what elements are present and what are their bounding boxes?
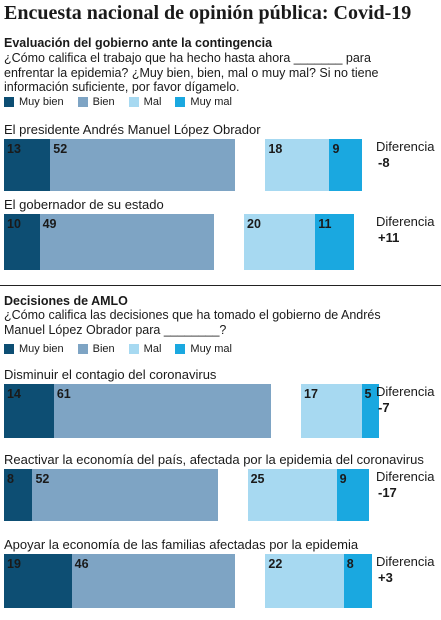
bar-value-label: 49 (42, 217, 57, 231)
legend-item-muy-bien: Muy bien (4, 96, 64, 108)
legend-item-bien: Bien (77, 343, 115, 355)
diff-label: Diferencia (376, 469, 435, 484)
legend-item-bien: Bien (77, 96, 115, 108)
bar-value-label: 14 (7, 387, 21, 401)
bar-value-label: 17 (304, 387, 318, 401)
diff-value: +11 (378, 230, 400, 245)
bar-segment-bien: 46 (71, 554, 236, 608)
legend-gobierno: Muy bien Bien Mal Muy mal (4, 96, 246, 108)
legend-amlo: Muy bien Bien Mal Muy mal (4, 343, 246, 355)
bar-row: 19 46 22 8 (4, 554, 373, 608)
bar-value-label: 5 (364, 387, 372, 401)
page-title: Encuesta nacional de opinión pública: Co… (4, 2, 412, 24)
bar-row: 8 52 25 9 (4, 469, 369, 521)
row-label-economia-pais: Reactivar la economía del país, afectada… (4, 452, 424, 467)
legend-item-mal: Mal (128, 343, 162, 355)
bar-segment-bien: 61 (53, 384, 271, 438)
bar-value-label: 8 (346, 557, 354, 571)
question-gobierno: ¿Cómo califica el trabajo que ha hecho h… (4, 51, 379, 94)
bar-segment-mal: 22 (265, 554, 344, 608)
section-heading-gobierno: Evaluación del gobierno ante la continge… (4, 36, 273, 50)
bar-value-label: 13 (7, 142, 21, 156)
bar-value-label: 10 (7, 217, 21, 231)
legend-label: Muy bien (19, 343, 64, 355)
bar-value-label: 52 (53, 142, 68, 156)
bar-segment-muy-mal: 8 (343, 554, 373, 608)
row-label-contagio: Disminuir el contagio del coronavirus (4, 367, 217, 382)
legend-label: Bien (92, 96, 115, 108)
legend-label: Muy mal (190, 96, 232, 108)
bar-segment-muy-bien: 8 (4, 469, 33, 521)
legend-swatch (175, 344, 186, 354)
legend-swatch (77, 344, 88, 354)
bar-value-label: 11 (318, 217, 332, 231)
legend-item-muy-mal: Muy mal (175, 343, 232, 355)
bar-row: 13 52 18 9 (4, 139, 365, 191)
bar-segment-muy-mal: 5 (361, 384, 380, 438)
bar-segment-bien: 52 (32, 469, 218, 521)
diff-value: -17 (378, 485, 397, 500)
diff-value: -8 (378, 155, 390, 170)
row-label-presidente: El presidente Andrés Manuel López Obrado… (4, 122, 261, 137)
legend-item-mal: Mal (128, 96, 162, 108)
section-heading-amlo: Decisiones de AMLO (4, 294, 128, 308)
bar-segment-muy-bien: 19 (4, 554, 72, 608)
bar-value-label: 46 (74, 557, 89, 571)
bar-segment-mal: 17 (301, 384, 362, 438)
legend-swatch (4, 97, 14, 107)
bar-value-label: 9 (339, 472, 347, 486)
legend-label: Muy mal (190, 343, 232, 355)
bar-segment-bien: 49 (39, 214, 215, 270)
bar-segment-bien: 52 (50, 139, 236, 191)
legend-label: Muy bien (19, 96, 64, 108)
diff-label: Diferencia (376, 554, 435, 569)
bar-value-label: 20 (247, 217, 261, 231)
diff-label: Diferencia (376, 139, 435, 154)
diff-label: Diferencia (376, 384, 435, 399)
bar-segment-muy-bien: 10 (4, 214, 40, 270)
diff-label: Diferencia (376, 214, 435, 229)
bar-segment-mal: 25 (247, 469, 337, 521)
legend-swatch (4, 344, 14, 354)
bar-segment-muy-mal: 9 (329, 139, 362, 191)
bar-segment-mal: 20 (244, 214, 316, 270)
row-label-gobernador: El gobernador de su estado (4, 197, 164, 212)
legend-label: Bien (92, 343, 115, 355)
legend-label: Mal (143, 343, 162, 355)
legend-swatch (77, 97, 88, 107)
row-label-economia-familias: Apoyar la economía de las familias afect… (4, 537, 359, 552)
diff-value: -7 (378, 400, 390, 415)
legend-label: Mal (143, 96, 162, 108)
bar-value-label: 8 (7, 472, 14, 486)
legend-item-muy-mal: Muy mal (175, 96, 232, 108)
bar-segment-muy-bien: 14 (4, 384, 54, 438)
legend-swatch (128, 97, 139, 107)
bar-row: 10 49 20 11 (4, 214, 365, 270)
question-amlo: ¿Cómo califica las decisiones que ha tom… (4, 308, 381, 337)
bar-row: 14 61 17 5 (4, 384, 380, 438)
bar-segment-mal: 18 (265, 139, 330, 191)
bar-value-label: 9 (332, 142, 340, 156)
bar-value-label: 22 (268, 557, 283, 571)
bar-value-label: 19 (7, 557, 21, 571)
bar-value-label: 25 (250, 472, 265, 486)
bar-segment-muy-mal: 11 (315, 214, 355, 270)
bar-value-label: 61 (56, 387, 71, 401)
legend-swatch (175, 97, 186, 107)
bar-value-label: 52 (35, 472, 50, 486)
section-divider (0, 285, 441, 286)
legend-item-muy-bien: Muy bien (4, 343, 64, 355)
legend-swatch (128, 344, 139, 354)
diff-value: +3 (378, 570, 393, 585)
bar-value-label: 18 (268, 142, 283, 156)
bar-segment-muy-mal: 9 (336, 469, 369, 521)
bar-segment-muy-bien: 13 (4, 139, 51, 191)
